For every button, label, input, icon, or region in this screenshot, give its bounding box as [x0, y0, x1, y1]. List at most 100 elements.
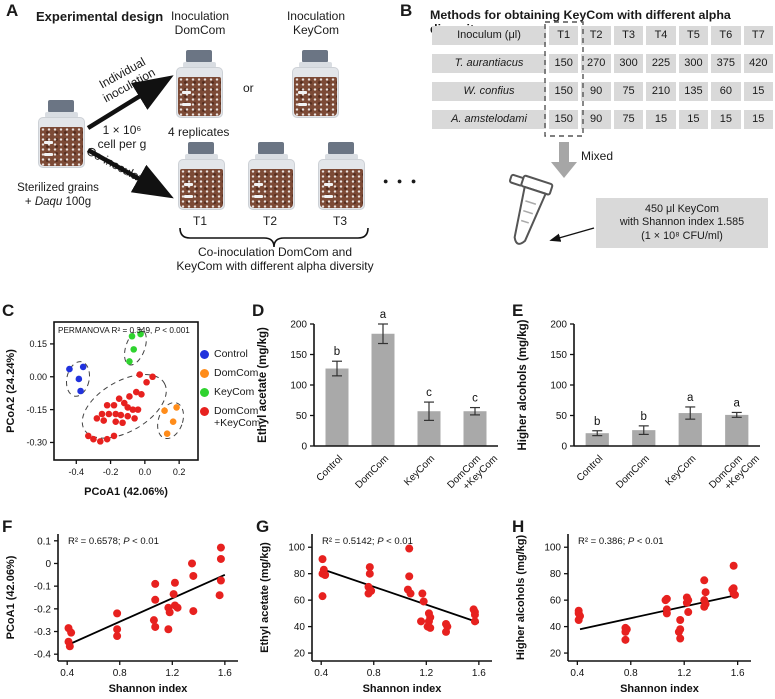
svg-text:KeyCom: KeyCom: [663, 453, 698, 488]
table-cell: 375: [711, 54, 741, 73]
svg-text:PCoA1 (42.06%): PCoA1 (42.06%): [84, 486, 168, 498]
svg-text:80: 80: [294, 569, 306, 580]
svg-text:Ethyl acetate (mg/kg): Ethyl acetate (mg/kg): [259, 542, 271, 653]
svg-text:40: 40: [550, 622, 562, 633]
table-cell: 15: [743, 110, 773, 129]
svg-text:0.4: 0.4: [314, 668, 328, 679]
svg-text:b: b: [594, 416, 600, 428]
svg-text:0.00: 0.00: [29, 372, 47, 382]
svg-text:PCoA1 (42.06%): PCoA1 (42.06%): [5, 555, 17, 639]
table-header-cell: Inoculum (μl): [432, 26, 546, 45]
table-cell: 150: [549, 110, 579, 129]
higher-alcohols-bar-chart: b Control b DomCom a KeyCom a DomCom+KeyCom 0 50 1…: [517, 319, 762, 492]
svg-text:-0.2: -0.2: [103, 467, 119, 477]
callout-arrow: [549, 227, 595, 242]
svg-text:a: a: [687, 392, 694, 404]
svg-text:Shannon index: Shannon index: [109, 683, 189, 695]
cell-per-g-label: 1 × 10⁶ cell per g: [97, 123, 147, 151]
pcoa-scatter-plot: -0.4 -0.2 0.0 0.2 0.15 0.00 -0.15 -0.30 PCoA1 (4…: [5, 321, 199, 498]
svg-text:R² = 0.5142; P < 0.01: R² = 0.5142; P < 0.01: [322, 536, 413, 547]
individual-inoculation-arrow: [86, 75, 174, 130]
svg-text:DomCom+KeyCom: DomCom+KeyCom: [445, 445, 500, 500]
inoculum-table: Inoculum (μl) T1 T2 T3 T4 T5 T6 T7 T. aurantiacu…: [432, 26, 773, 129]
table-cell: 420: [743, 54, 773, 73]
svg-text:Shannon index: Shannon index: [363, 683, 443, 695]
svg-text:20: 20: [294, 649, 306, 660]
svg-text:Ethyl acetate (mg/kg): Ethyl acetate (mg/kg): [257, 327, 269, 443]
svg-text:DomCom: DomCom: [353, 453, 391, 491]
table-cell: 150: [549, 82, 579, 101]
replicates-label: 4 replicates: [168, 125, 230, 139]
table-header-cell: T1: [549, 26, 579, 45]
svg-text:0.4: 0.4: [60, 668, 74, 679]
panel-b-graphics: [508, 21, 595, 245]
co-inoculation-arrow: [86, 148, 174, 199]
svg-text:R² = 0.386; P < 0.01: R² = 0.386; P < 0.01: [578, 536, 664, 547]
svg-text:200: 200: [290, 320, 307, 331]
panel-a-arrows: [86, 75, 369, 248]
svg-text:60: 60: [294, 596, 306, 607]
svg-text:c: c: [426, 387, 432, 399]
svg-text:PCoA2 (24.24%): PCoA2 (24.24%): [5, 349, 17, 433]
svg-text:100: 100: [288, 543, 305, 554]
svg-text:b: b: [334, 346, 340, 358]
svg-text:b: b: [641, 411, 647, 423]
legend-dot-icon: [200, 369, 209, 379]
svg-text:150: 150: [290, 350, 307, 361]
svg-text:0.8: 0.8: [624, 668, 638, 679]
svg-text:1.6: 1.6: [218, 668, 232, 679]
table-cell: 135: [678, 82, 709, 101]
svg-text:0.15: 0.15: [29, 339, 47, 349]
svg-text:0.8: 0.8: [113, 668, 127, 679]
t3-label: T3: [332, 214, 347, 228]
legend-item: KeyCom: [200, 386, 272, 398]
panel-b-label: B: [400, 1, 413, 20]
table-cell: 270: [581, 54, 611, 73]
table-header-cell: T7: [743, 26, 773, 45]
shannon-higher-alcohols-scatter: 0.4 0.8 1.2 1.6 20 40 60 80 100 Shannon index High…: [515, 534, 751, 695]
table-cell: 75: [613, 82, 644, 101]
table-cell: 15: [678, 110, 709, 129]
grain-bottle-icon: [318, 142, 365, 210]
svg-text:1.6: 1.6: [472, 668, 486, 679]
grain-bottle-icon: [248, 142, 295, 210]
sterilized-grains-label: Sterilized grains + Daqu 100g: [2, 182, 114, 209]
svg-text:0: 0: [561, 442, 567, 453]
t1-label: T1: [192, 214, 207, 228]
table-header-cell: T3: [613, 26, 644, 45]
svg-text:100: 100: [544, 543, 561, 554]
table-header-cell: T6: [711, 26, 741, 45]
legend-dot-icon: [200, 388, 209, 398]
table-cell: W. confius: [432, 82, 546, 101]
sterilized-grains-amount: 100g: [62, 195, 92, 208]
svg-text:a: a: [380, 309, 387, 321]
svg-text:0.0: 0.0: [139, 467, 152, 477]
shannon-ethyl-acetate-scatter: 0.4 0.8 1.2 1.6 20 40 60 80 100 Shannon index Ethy…: [259, 534, 492, 695]
legend-label: DomCom +KeyCom: [214, 405, 261, 430]
svg-text:-0.2: -0.2: [34, 604, 52, 615]
table-header-cell: T5: [678, 26, 709, 45]
table-cell: 225: [646, 54, 676, 73]
bracket-caption: Co-inoculation DomCom and KeyCom with di…: [176, 245, 374, 273]
keycom-callout: 450 μl KeyCom with Shannon index 1.585 (…: [596, 198, 768, 249]
ellipsis-dots: ● ● ●: [383, 176, 420, 186]
svg-text:200: 200: [550, 320, 567, 331]
svg-text:80: 80: [550, 569, 562, 580]
panel-c-label: C: [2, 301, 15, 320]
svg-text:-0.3: -0.3: [34, 627, 52, 638]
svg-text:1.2: 1.2: [677, 668, 691, 679]
pcoa-legend: Control DomCom KeyCom DomCom +KeyCom: [200, 348, 272, 436]
table-cell: 90: [581, 110, 611, 129]
table-cell: 15: [711, 110, 741, 129]
table-cell: 150: [549, 54, 579, 73]
svg-text:-0.4: -0.4: [34, 650, 52, 661]
svg-text:1.2: 1.2: [165, 668, 179, 679]
svg-text:20: 20: [550, 649, 562, 660]
table-header-cell: T4: [646, 26, 676, 45]
shannon-pcoa-scatter: 0.4 0.8 1.2 1.6 0.1 0 -0.1 -0.2 -0.3 -0.4 Shannon …: [5, 534, 238, 695]
svg-text:50: 50: [556, 411, 568, 422]
tube-icon: [508, 173, 554, 245]
table-cell: 75: [613, 110, 644, 129]
svg-text:-0.1: -0.1: [34, 582, 52, 593]
